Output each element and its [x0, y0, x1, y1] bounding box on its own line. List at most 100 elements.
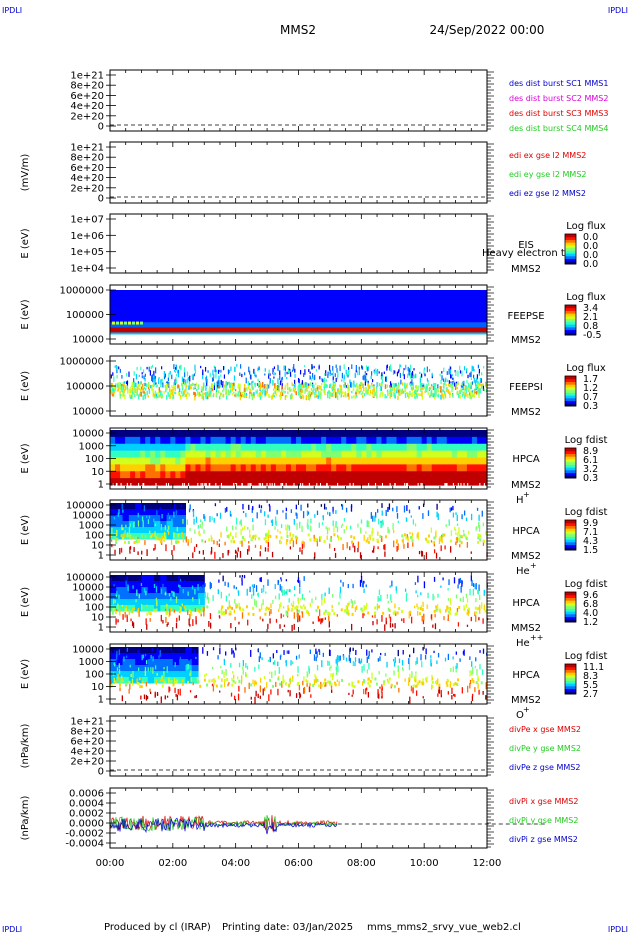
panel-frame [109, 715, 488, 777]
y-tick-label: 1000000 [59, 357, 104, 368]
y-tick-label: 8e+20 [70, 153, 104, 164]
divpi-series-0 [109, 815, 338, 832]
colorbar-title: Log fdist [565, 435, 608, 446]
colorbar-tick: 0.0 [583, 241, 598, 252]
y-tick-label: 10 [91, 541, 104, 552]
divpi-series-2 [109, 817, 338, 835]
y-tick-label: 4e+20 [70, 173, 104, 184]
y-tick-label: 1 [98, 480, 104, 491]
x-axis: 00:00 02:00 04:00 06:00 08:00 10:00 12:00 [96, 858, 502, 869]
overlay-label: Heavy electron to [482, 248, 571, 259]
colorbar [564, 663, 577, 695]
y-tick-label: 6e+20 [70, 91, 104, 102]
panel-frame [109, 141, 488, 204]
x-tick-label: 10:00 [410, 858, 439, 869]
panel-eis: 1e+07 1e+06 1e+05 1e+04 E (eV) EIS MMS2 Heavy e… [20, 213, 606, 275]
panel-feepse: 1000000 100000 10000 E (eV) FEEPSE MMS2 Log fl… [20, 284, 606, 346]
y-tick-label: 8e+20 [70, 81, 104, 92]
colorbar-tick: 2.1 [583, 312, 598, 323]
legend-entry: divPi x gse MMS2 [509, 797, 578, 806]
hpca-hepp-data [110, 575, 489, 632]
y-tick-label: 10000 [72, 511, 104, 522]
y-tick-label: 1e+21 [70, 717, 104, 728]
y-tick-label: 6e+20 [70, 163, 104, 174]
y-tick-label: 100000 [66, 501, 104, 512]
colorbar [564, 519, 577, 551]
panel-frame [109, 787, 488, 849]
y-tick-label: 1000000 [59, 286, 104, 297]
x-tick-label: 06:00 [284, 858, 313, 869]
colorbar-tick: 0.0 [583, 259, 598, 270]
y-tick-label: 0 [98, 122, 104, 133]
colorbar-tick: 5.5 [583, 680, 598, 691]
legend-entry: des dist burst SC4 MMS4 [509, 124, 608, 133]
spacecraft-label: MMS2 [511, 551, 541, 562]
feepsi-data [110, 364, 489, 401]
legend-entry: des dist burst SC2 MMS2 [509, 94, 608, 103]
colorbar [564, 233, 577, 265]
colorbar-tick: 9.6 [583, 590, 598, 601]
species-label: H [516, 495, 524, 506]
colorbar-tick: 0.8 [583, 321, 598, 332]
species-label: He [516, 638, 530, 649]
y-tick-label: 4e+20 [70, 747, 104, 758]
colorbar-title: Log flux [566, 292, 606, 303]
legend-entry: des dist burst SC3 MMS3 [509, 109, 608, 118]
y-axis-label: (nPa/km) [20, 796, 31, 841]
legend-entry: des dist burst SC1 MMS1 [509, 79, 608, 88]
y-tick-label: 1e+04 [70, 264, 104, 275]
instrument-label: HPCA [512, 454, 540, 465]
charge-label: + [530, 561, 537, 570]
feepse-data [110, 290, 487, 335]
footer-printing-date: Printing date: 03/Jan/2025 [222, 922, 353, 933]
corner-label-bl: IPDLI [2, 925, 22, 934]
panel-frame [109, 213, 488, 274]
x-tick-label: 04:00 [221, 858, 250, 869]
datetime-title: 24/Sep/2022 00:00 [430, 23, 545, 37]
colorbar-tick: 4.3 [583, 536, 598, 547]
colorbar-tick: 11.1 [583, 662, 604, 673]
y-tick-label: 0.0004 [69, 799, 104, 810]
y-tick-label: 1e+21 [70, 71, 104, 82]
spacecraft-label: MMS2 [511, 480, 541, 491]
y-tick-label: 100 [85, 531, 104, 542]
spacecraft-label: MMS2 [511, 407, 541, 418]
colorbar-tick: 8.3 [583, 671, 598, 682]
colorbar-tick: 6.8 [583, 599, 598, 610]
colorbar-tick: 1.2 [583, 617, 598, 628]
y-tick-label: 10000 [72, 645, 104, 656]
legend-entry: divPe y gse MMS2 [509, 744, 581, 753]
instrument-label: HPCA [512, 598, 540, 609]
colorbar-tick: 1.5 [583, 545, 598, 556]
legend-entry: edi ey gse l2 MMS2 [509, 170, 587, 179]
x-tick-label: 12:00 [473, 858, 502, 869]
corner-label-tr: IPDLI [608, 6, 628, 15]
colorbar-tick: 8.9 [583, 446, 598, 457]
colorbar-tick: 3.2 [583, 464, 598, 475]
footer-produced-by: Produced by cl (IRAP) [104, 922, 211, 933]
corner-label-br: IPDLI [608, 925, 628, 934]
y-tick-label: 1e+21 [70, 143, 104, 154]
y-axis-label: (nPa/km) [20, 724, 31, 769]
corner-label-tl: IPDLI [2, 6, 22, 15]
colorbar-tick: 2.7 [583, 689, 598, 700]
y-tick-label: 100 [85, 454, 104, 465]
x-tick-label: 08:00 [347, 858, 376, 869]
y-axis-label: E (eV) [20, 659, 31, 689]
legend-entry: divPe x gse MMS2 [509, 725, 581, 734]
divpi-series-1 [109, 815, 338, 832]
y-tick-label: 10 [91, 467, 104, 478]
y-tick-label: 1000 [79, 657, 104, 668]
colorbar-title: Log fdist [565, 507, 608, 518]
legend-entry: divPi y gse MMS2 [509, 816, 578, 825]
legend-entry: divPe z gse MMS2 [509, 763, 580, 772]
colorbar-tick: 0.0 [583, 232, 598, 243]
y-tick-label: 1000 [79, 593, 104, 604]
colorbar-tick: 4.0 [583, 608, 598, 619]
mission-title: MMS2 [280, 23, 316, 37]
y-tick-label: 1000 [79, 441, 104, 452]
